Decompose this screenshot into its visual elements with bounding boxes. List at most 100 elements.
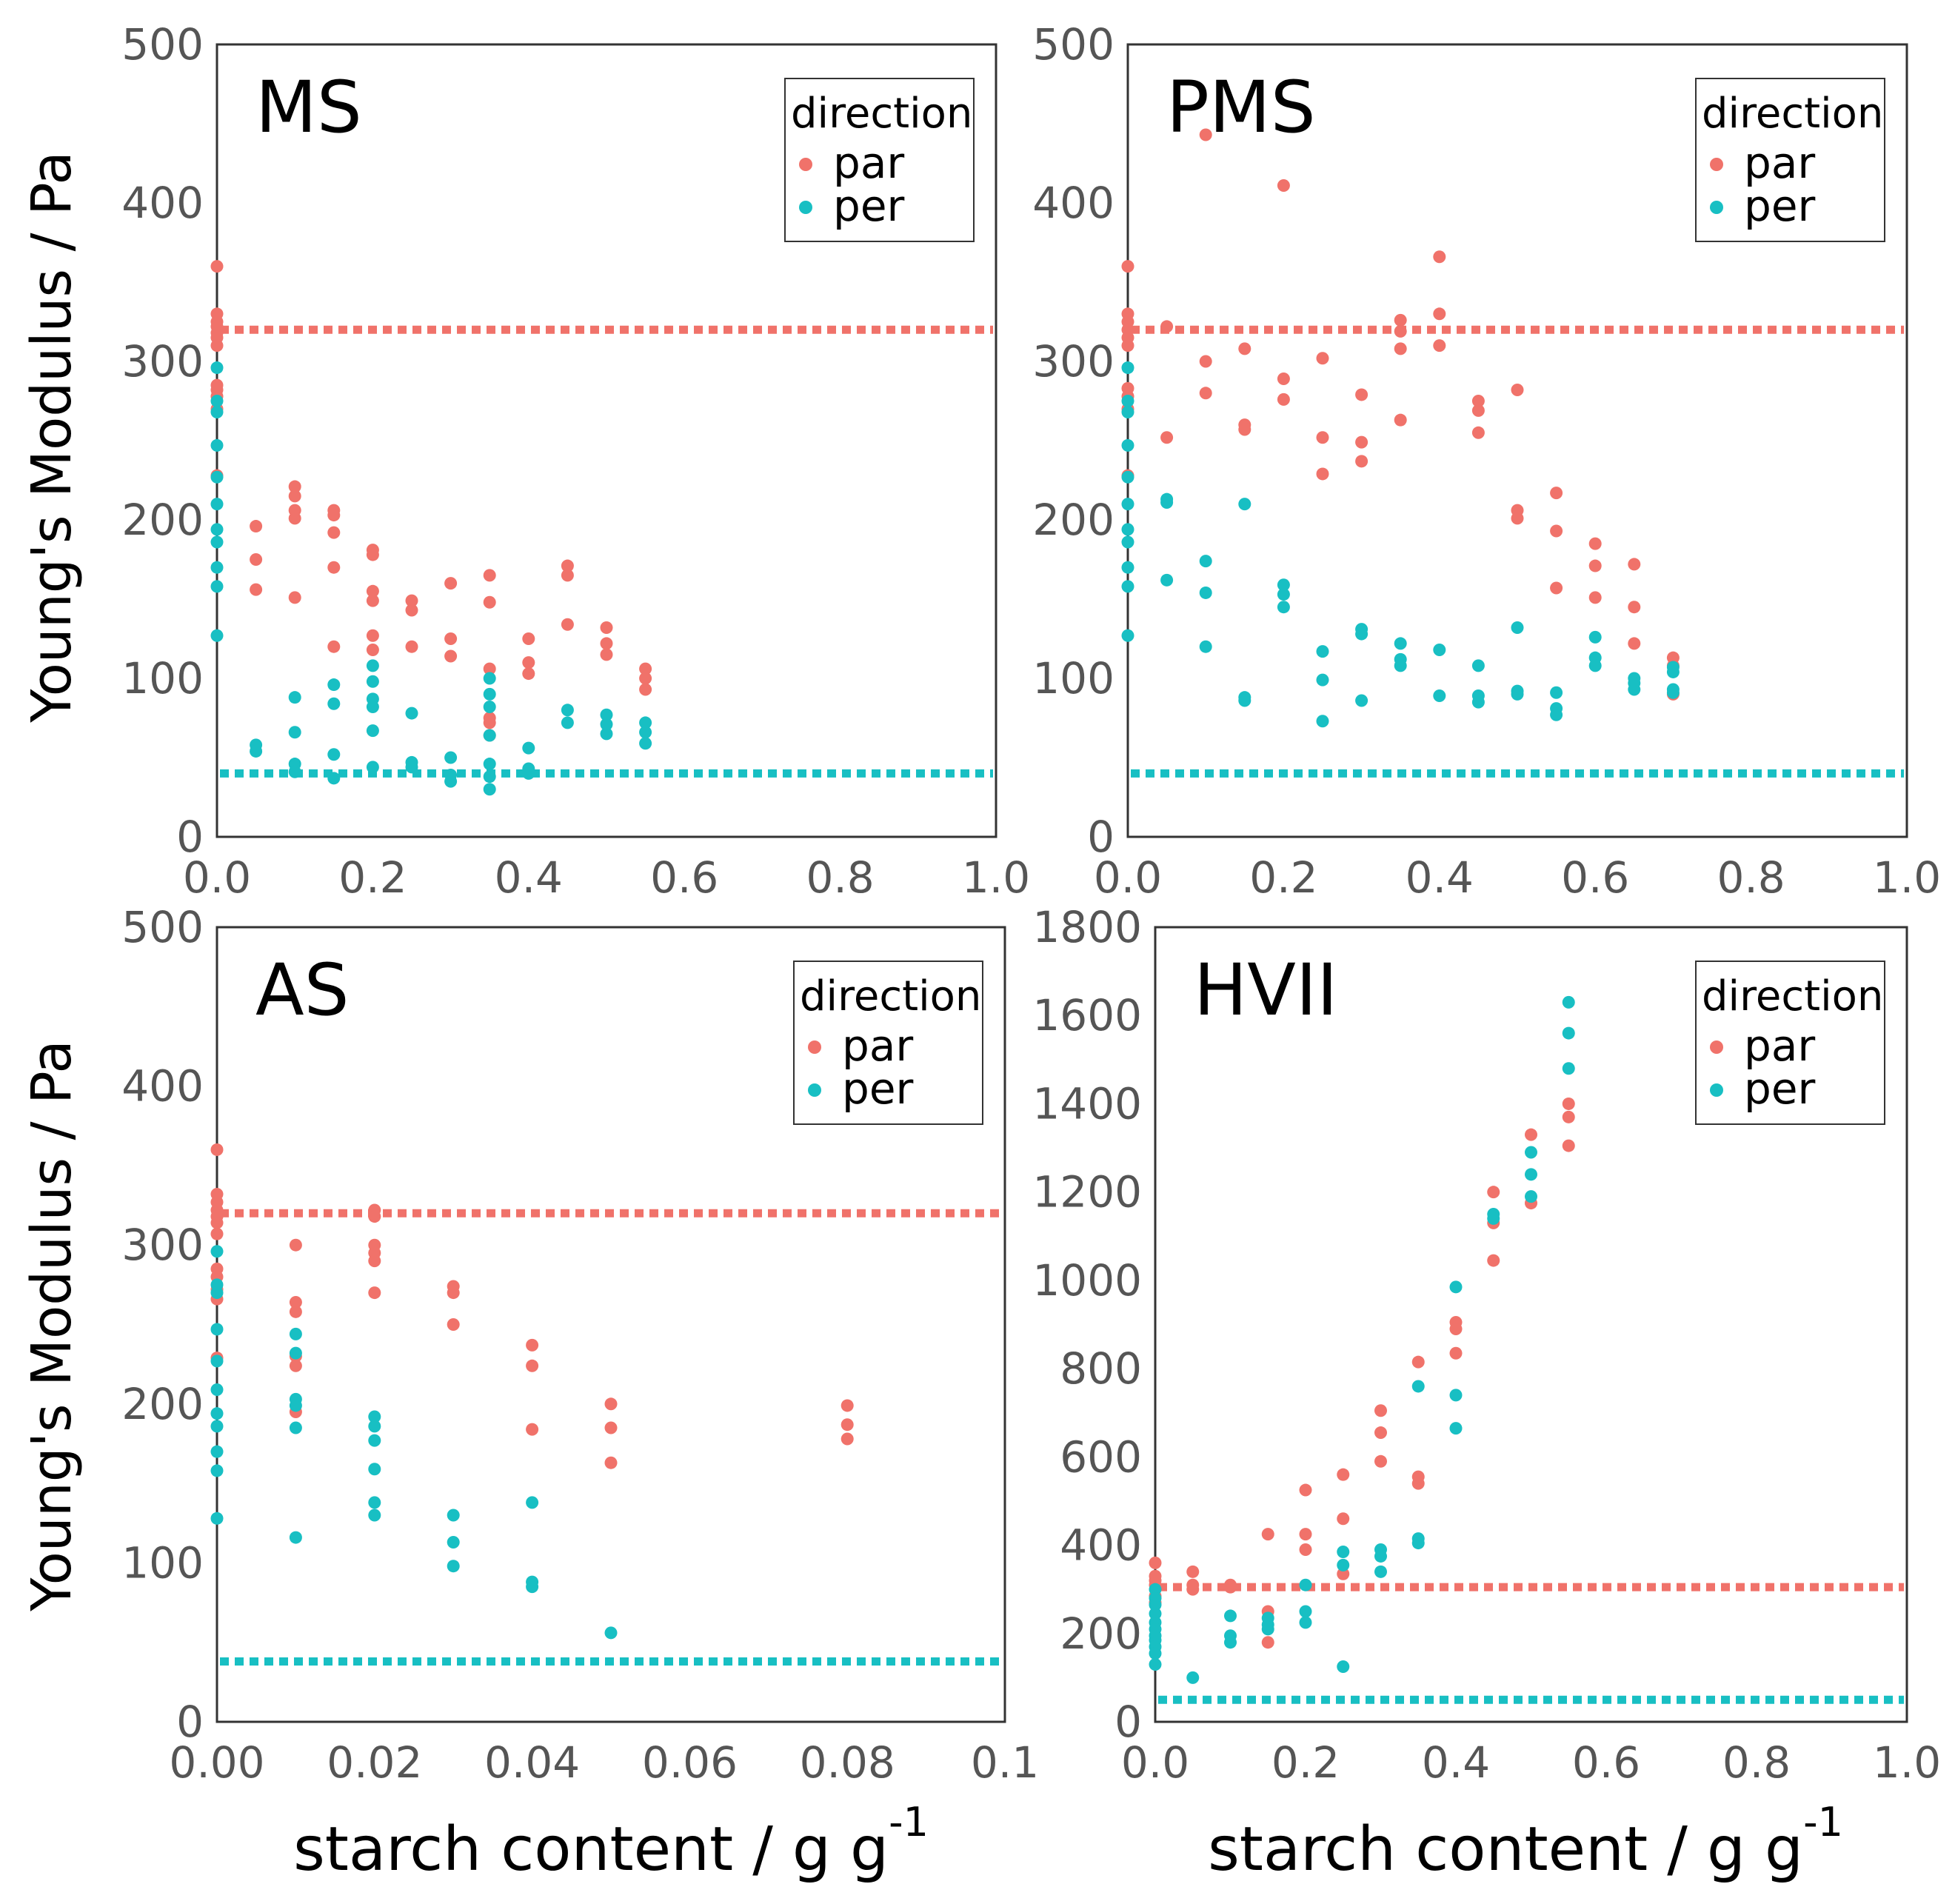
point-par: [1511, 384, 1524, 397]
legend-box: [784, 78, 975, 242]
point-per: [210, 580, 224, 593]
x-axis-label-right-sup: -1: [1803, 1799, 1843, 1845]
point-par: [327, 640, 341, 653]
point-par: [1433, 250, 1446, 264]
point-per: [1588, 659, 1602, 672]
point-par: [1277, 393, 1290, 406]
point-par: [288, 591, 301, 604]
point-per: [1277, 588, 1290, 601]
point-per: [1316, 645, 1329, 658]
x-axis-label-left: starch content / g g-1: [293, 1799, 929, 1885]
point-per: [210, 1511, 224, 1525]
point-per: [1224, 1609, 1237, 1623]
point-per: [1199, 640, 1212, 653]
point-par: [327, 526, 341, 539]
panel-hvii: 0 200 400 600 800 1000 1200 1400 1600 1800 0.0 0.2 0…: [1032, 902, 1941, 1788]
point-par: [1337, 1512, 1350, 1526]
point-per: [250, 744, 263, 758]
point-per: [210, 535, 224, 549]
point-par: [1449, 1322, 1463, 1335]
legend-label-per: per: [1744, 181, 1816, 231]
y-tick-label: 200: [1060, 1609, 1142, 1659]
x-tick-label: 0.1: [971, 1737, 1039, 1788]
point-per: [1299, 1578, 1312, 1591]
x-tick-label: 0.6: [1572, 1737, 1640, 1788]
point-par: [1433, 307, 1446, 321]
legend-title: direction: [1702, 90, 1883, 138]
point-per: [1121, 580, 1134, 593]
x-tick-label: 0.2: [1249, 852, 1317, 903]
point-per: [1199, 586, 1212, 599]
point-per: [1238, 694, 1251, 707]
panel-as: 0 100 200 300 400 500 0.00 0.02 0.04 0.06 0.08 0.1 A…: [121, 902, 1039, 1788]
point-par: [1261, 1528, 1274, 1541]
point-per: [366, 659, 379, 672]
point-par: [600, 648, 613, 661]
legend-box: [1695, 78, 1885, 242]
point-par: [368, 1210, 381, 1223]
y-tick-label: 200: [1032, 495, 1114, 545]
point-par: [1628, 637, 1641, 650]
y-tick-label: 300: [1032, 336, 1114, 387]
point-par: [366, 594, 379, 607]
y-tick-label: 400: [121, 178, 204, 228]
point-par: [600, 621, 613, 635]
point-par: [1199, 355, 1212, 368]
legend-box: [1695, 961, 1885, 1125]
point-par: [444, 649, 458, 663]
point-per: [210, 395, 224, 407]
point-per: [289, 1327, 302, 1340]
y-tick-label: 100: [1032, 653, 1114, 704]
point-per: [1316, 673, 1329, 687]
point-per: [483, 701, 496, 714]
point-par: [1550, 581, 1563, 595]
point-per: [289, 1531, 302, 1544]
point-par: [483, 716, 496, 729]
point-par: [1261, 1636, 1274, 1649]
point-per: [1449, 1422, 1463, 1435]
point-per: [561, 716, 574, 729]
point-per: [1550, 708, 1563, 721]
point-per: [600, 718, 613, 731]
y-tick-label: 500: [121, 902, 204, 952]
legend-marker-per: [1710, 1083, 1723, 1097]
point-par: [368, 1286, 381, 1300]
point-par: [210, 339, 224, 353]
point-par: [1471, 395, 1485, 407]
panel-ms: 0 100 200 300 400 500 0.0 0.2 0.4 0.6 0.8 1.0 MS dire…: [121, 19, 1030, 903]
point-par: [1374, 1404, 1387, 1417]
point-par: [368, 1255, 381, 1268]
y-tick-label: 800: [1060, 1343, 1142, 1394]
point-per: [1337, 1545, 1350, 1558]
point-per: [1261, 1623, 1274, 1636]
point-per: [1277, 578, 1290, 592]
y-tick-label: 200: [121, 495, 204, 545]
point-par: [1277, 178, 1290, 192]
point-par: [604, 1397, 618, 1411]
y-tick-label: 0: [176, 1697, 204, 1747]
point-par: [1394, 413, 1407, 427]
point-per: [327, 748, 341, 761]
point-par: [561, 559, 574, 572]
point-par: [1121, 339, 1134, 353]
point-par: [288, 490, 301, 503]
point-per: [366, 701, 379, 714]
y-tick-label: 300: [121, 336, 204, 387]
legend-box: [793, 961, 983, 1125]
legend-title: direction: [800, 972, 981, 1021]
point-per: [1666, 665, 1680, 678]
point-per: [483, 770, 496, 784]
y-tick-label: 400: [121, 1061, 204, 1112]
x-tick-label: 0.0: [1121, 1737, 1189, 1788]
point-par: [327, 509, 341, 522]
point-per: [1149, 1598, 1162, 1611]
point-par: [250, 583, 263, 596]
point-par: [483, 569, 496, 582]
point-per: [1199, 555, 1212, 568]
point-par: [1628, 558, 1641, 571]
point-per: [1411, 1380, 1425, 1393]
point-par: [210, 1143, 224, 1156]
point-par: [366, 629, 379, 642]
point-par: [1149, 1556, 1162, 1569]
